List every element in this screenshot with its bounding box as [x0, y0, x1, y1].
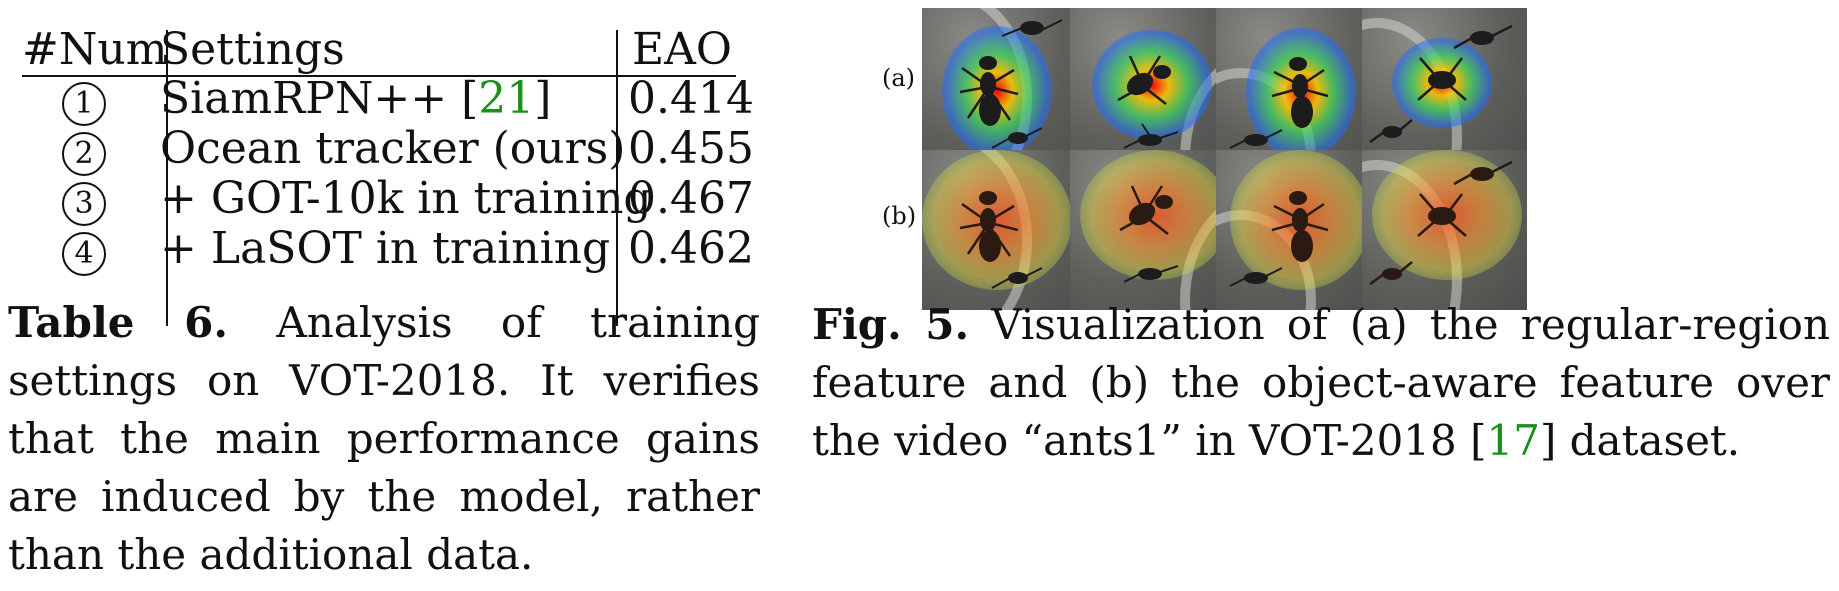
heatmap-panel: [1070, 8, 1235, 168]
row-number-badge: 2: [62, 132, 106, 176]
setting-text: SiamRPN++ [: [160, 73, 479, 124]
table-caption-text: Analysis of training settings on VOT-201…: [8, 298, 761, 579]
heatmap-panel: [1216, 150, 1381, 310]
row-eao: 0.467: [628, 173, 754, 224]
heatmap-panel: [1362, 150, 1527, 310]
table-caption-label: Table 6.: [8, 298, 229, 347]
row-label-a: (a): [882, 64, 916, 92]
ant-icon: [1369, 24, 1513, 144]
table-vertical-rule: [616, 30, 618, 326]
heatmap-panel: [1216, 8, 1381, 168]
figure-caption-label: Fig. 5.: [812, 300, 970, 349]
figure-caption-text: Visualization of (a) the regular-region …: [812, 300, 1831, 465]
table-vertical-rule: [166, 30, 168, 326]
row-label-b: (b): [882, 202, 917, 230]
figure-caption: Fig. 5. Visualization of (a) the regular…: [812, 296, 1830, 470]
header-settings: Settings: [160, 24, 345, 75]
citation-link[interactable]: 21: [478, 73, 535, 124]
table-header-rule: [22, 75, 736, 77]
row-eao: 0.414: [628, 73, 754, 124]
heatmap-panel: [922, 8, 1087, 168]
header-num: #Num: [22, 24, 168, 75]
heatmap-panel: [922, 150, 1087, 310]
row-setting: SiamRPN++ [21]: [160, 70, 551, 128]
row-setting: + LaSOT in training: [160, 223, 611, 274]
table-6: #Num Settings EAO 1 SiamRPN++ [21] 0.414…: [22, 24, 870, 328]
ant-icon: [959, 191, 1043, 289]
table-caption: Table 6. Analysis of training settings o…: [8, 294, 760, 584]
heatmap-panel: [1362, 8, 1527, 168]
row-eao: 0.455: [628, 123, 754, 174]
ant-icon: [1117, 55, 1179, 149]
ant-icon: [1369, 160, 1513, 286]
ant-icon: [1229, 191, 1329, 287]
header-eao: EAO: [632, 24, 732, 75]
row-setting: + GOT-10k in training: [160, 173, 652, 224]
citation-link[interactable]: 17: [1486, 416, 1540, 465]
ant-icon: [959, 19, 1063, 149]
row-number-badge: 3: [62, 182, 106, 226]
figure-caption-text-end: ] dataset.: [1539, 416, 1741, 465]
heatmap-panel: [1070, 150, 1235, 310]
row-number-badge: 1: [62, 82, 106, 126]
row-number-badge: 4: [62, 232, 106, 276]
setting-text-end: ]: [534, 73, 552, 124]
ant-icon: [1119, 185, 1179, 283]
figure-5-grid: [920, 8, 1527, 310]
row-setting: Ocean tracker (ours): [160, 123, 626, 174]
ant-icon: [1229, 57, 1329, 149]
row-eao: 0.462: [628, 223, 754, 274]
